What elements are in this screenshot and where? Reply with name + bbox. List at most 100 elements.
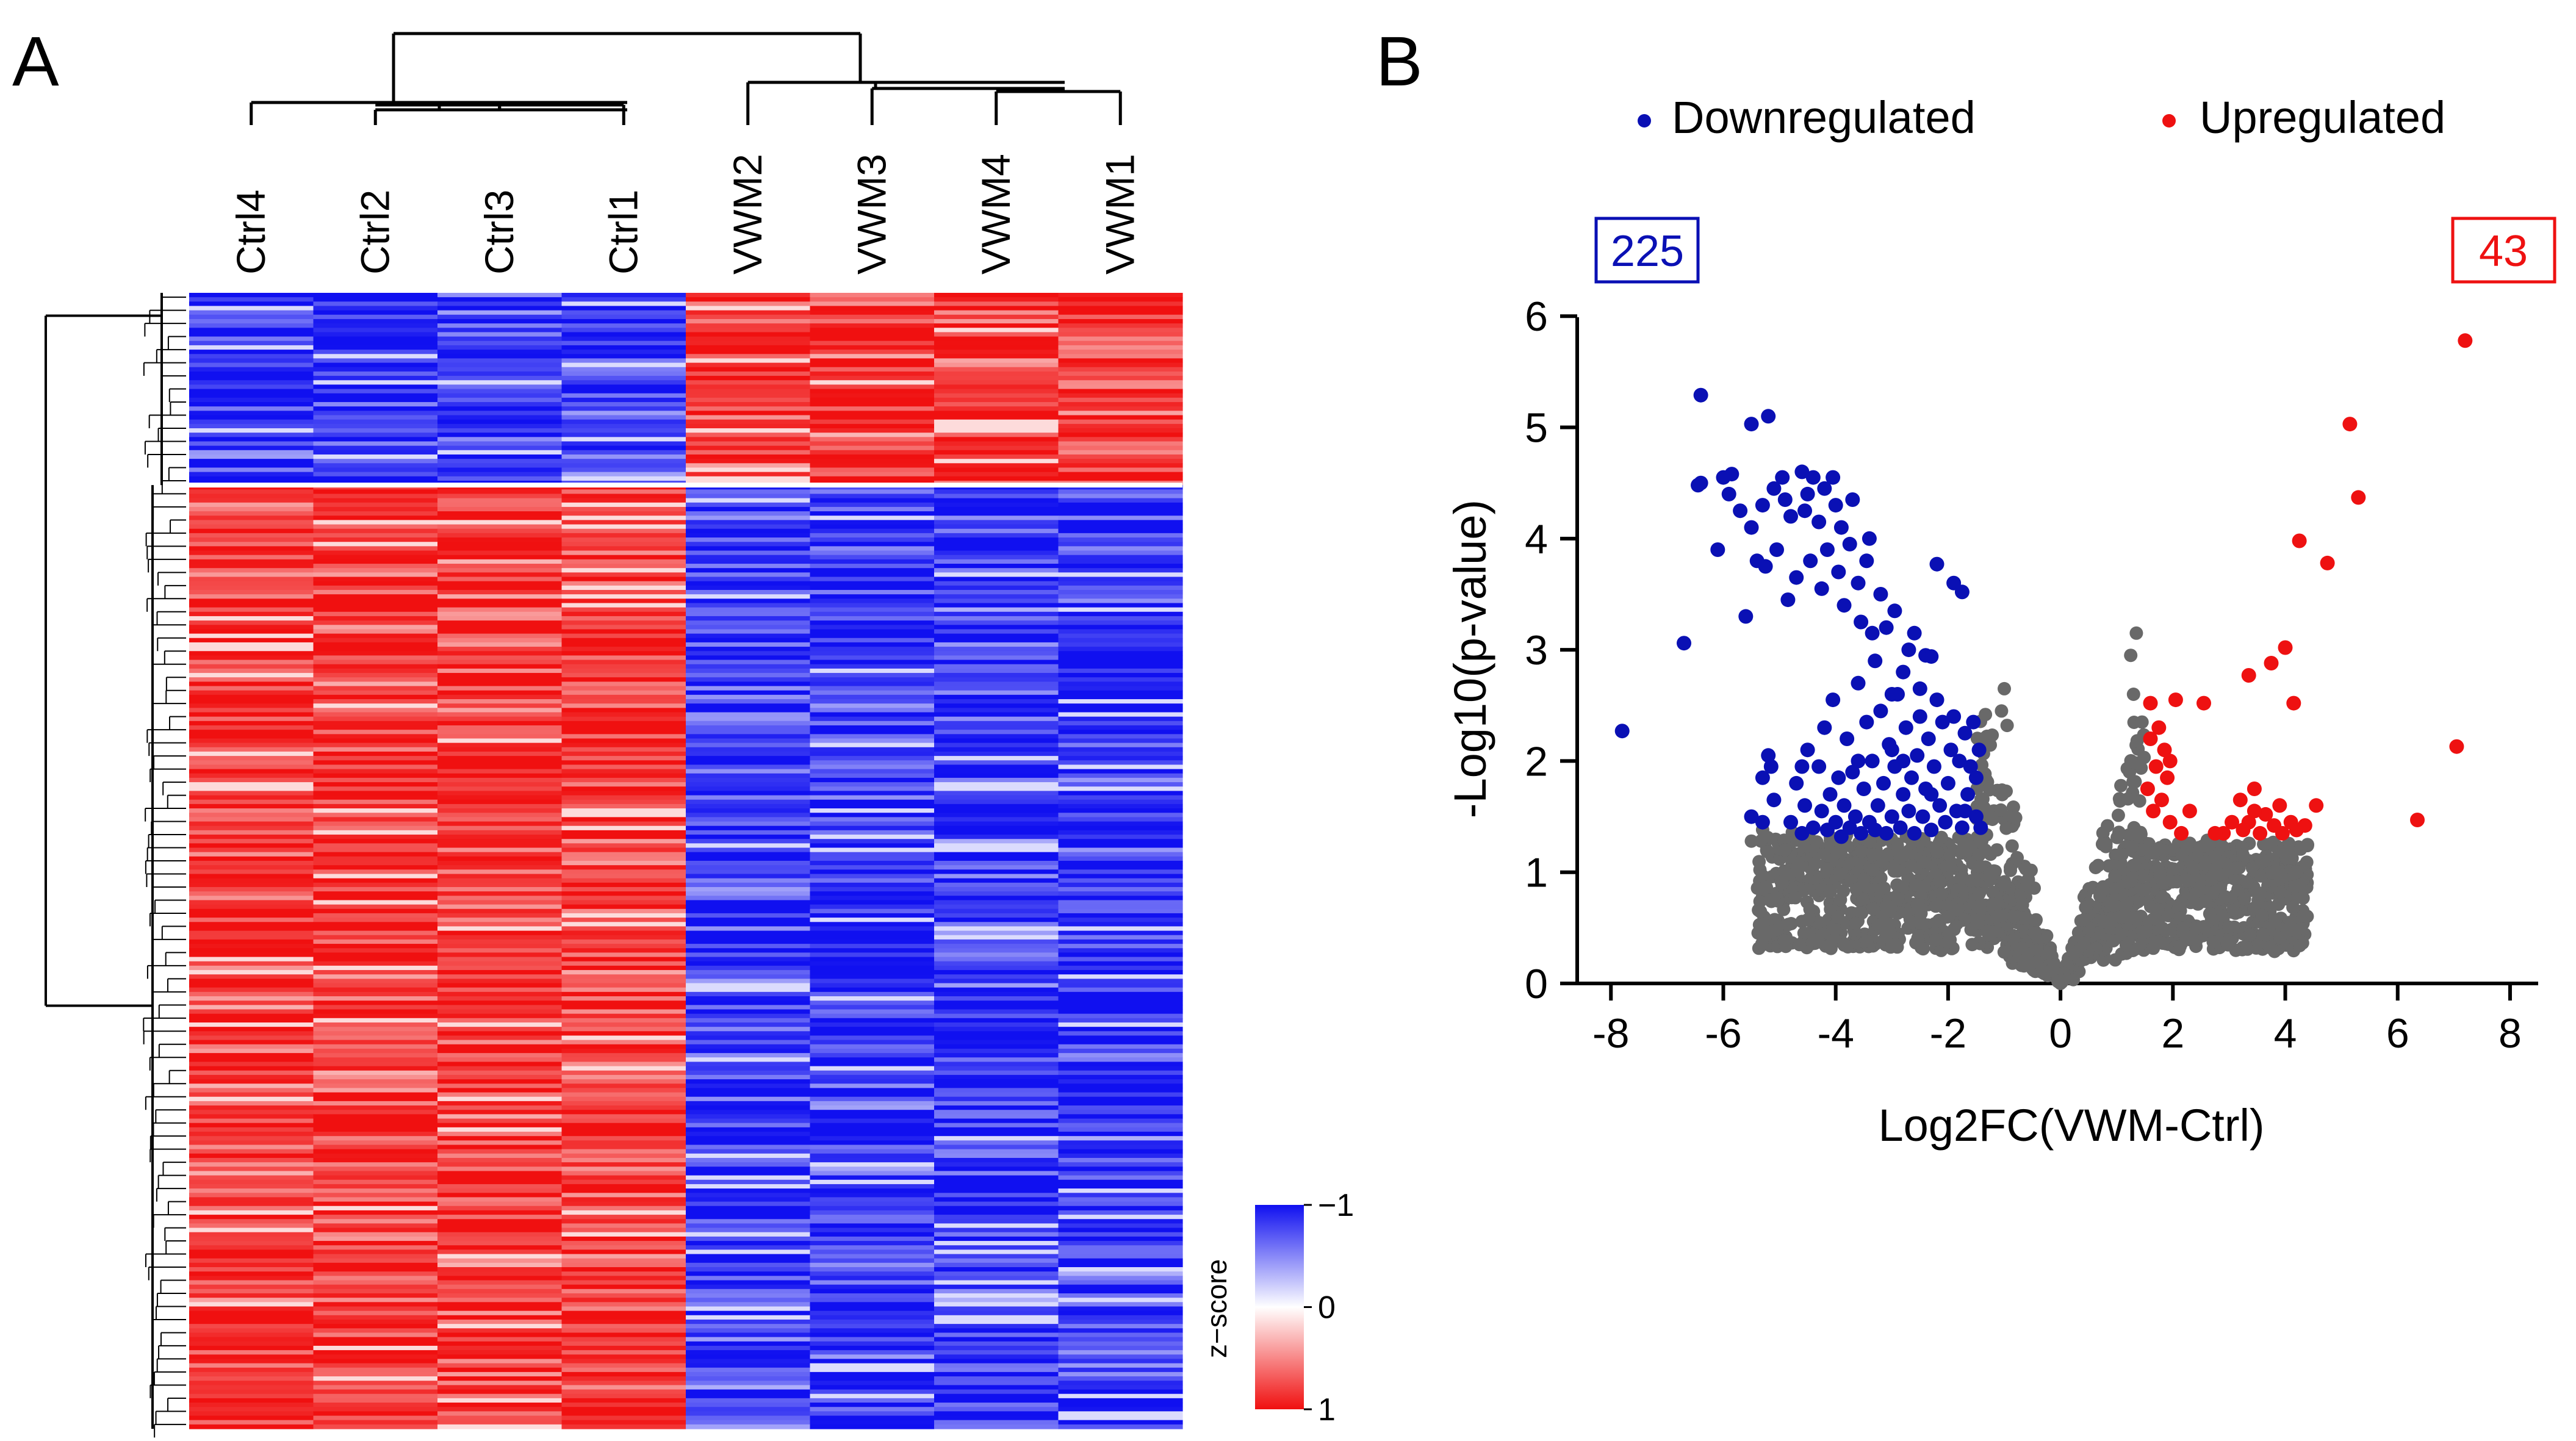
downregulated-point bbox=[1794, 825, 1810, 841]
downregulated-point bbox=[1805, 820, 1821, 835]
heatmap-cell bbox=[437, 1345, 563, 1351]
heatmap-cell bbox=[1058, 1354, 1183, 1360]
heatmap-cell bbox=[437, 668, 563, 674]
heatmap-cell bbox=[189, 825, 314, 831]
heatmap-cell bbox=[686, 965, 811, 971]
heatmap-cell bbox=[686, 1101, 811, 1106]
ns-point bbox=[1895, 881, 1909, 895]
ns-point bbox=[1983, 866, 1997, 880]
heatmap-cell bbox=[1058, 564, 1183, 569]
downregulated-point bbox=[1921, 731, 1936, 746]
heatmap-cell bbox=[189, 1193, 314, 1198]
heatmap-cell bbox=[561, 1276, 686, 1281]
heatmap-cell bbox=[561, 463, 686, 469]
heatmap-cell bbox=[686, 371, 811, 376]
heatmap-cell bbox=[686, 720, 811, 726]
ns-point bbox=[2293, 939, 2307, 952]
heatmap-cell bbox=[810, 1398, 935, 1403]
ns-point bbox=[1812, 916, 1826, 930]
heatmap-cell bbox=[561, 926, 686, 932]
heatmap-cell bbox=[189, 944, 314, 949]
heatmap-cell bbox=[561, 803, 686, 809]
heatmap-cell bbox=[934, 633, 1059, 639]
heatmap-cell bbox=[437, 891, 563, 896]
heatmap-cell bbox=[561, 433, 686, 437]
heatmap-cell bbox=[313, 528, 438, 534]
heatmap-cell bbox=[686, 1403, 811, 1407]
heatmap-cell bbox=[686, 668, 811, 674]
ns-point bbox=[2170, 875, 2184, 889]
heatmap-cell bbox=[934, 328, 1059, 333]
heatmap-cell bbox=[934, 843, 1059, 849]
heatmap-cell bbox=[1058, 354, 1183, 359]
heatmap-cell bbox=[934, 1371, 1059, 1377]
heatmap-cell bbox=[934, 1227, 1059, 1233]
heatmap-cell bbox=[313, 1262, 438, 1268]
heatmap-cell bbox=[810, 598, 935, 604]
heatmap-cell bbox=[810, 747, 935, 752]
heatmap-cell bbox=[313, 1284, 438, 1290]
heatmap-cell bbox=[189, 406, 314, 411]
downregulated-point bbox=[1803, 553, 1818, 569]
heatmap-cell bbox=[686, 659, 811, 665]
heatmap-cell bbox=[1058, 1315, 1183, 1320]
heatmap-cell bbox=[934, 1035, 1059, 1041]
heatmap-cell bbox=[1058, 542, 1183, 547]
heatmap-cell bbox=[1058, 918, 1183, 922]
heatmap-cell bbox=[437, 825, 563, 831]
heatmap-cell bbox=[934, 1005, 1059, 1010]
x-tick-label: 6 bbox=[2386, 1010, 2409, 1057]
heatmap-cell bbox=[934, 896, 1059, 901]
ns-point bbox=[2240, 875, 2254, 889]
heatmap-cell bbox=[437, 799, 563, 805]
heatmap-cell bbox=[934, 664, 1059, 669]
ns-point bbox=[2079, 900, 2093, 915]
ns-point bbox=[1880, 849, 1894, 862]
downregulated-point bbox=[1769, 542, 1784, 557]
heatmap-cell bbox=[313, 607, 438, 613]
heatmap-cell bbox=[437, 607, 563, 613]
heatmap-cell bbox=[437, 433, 563, 437]
heatmap-cell bbox=[1058, 1241, 1183, 1246]
ns-point bbox=[1929, 933, 1943, 947]
heatmap-cell bbox=[189, 847, 314, 853]
heatmap-cell bbox=[686, 1175, 811, 1180]
heatmap-body bbox=[189, 293, 1183, 1429]
heatmap-cell bbox=[934, 1048, 1059, 1054]
heatmap-cell bbox=[934, 463, 1059, 469]
heatmap-cell bbox=[934, 437, 1059, 442]
ns-point bbox=[1916, 855, 1930, 869]
heatmap-cell bbox=[437, 476, 563, 481]
heatmap-cell bbox=[437, 310, 563, 315]
heatmap-cell bbox=[437, 638, 563, 643]
heatmap-cell bbox=[313, 1236, 438, 1242]
heatmap-cell bbox=[810, 1310, 935, 1316]
ns-point bbox=[2110, 830, 2124, 844]
heatmap-cell bbox=[686, 799, 811, 805]
heatmap-cell bbox=[313, 1206, 438, 1211]
ns-point bbox=[2114, 778, 2128, 792]
heatmap-cell bbox=[1058, 472, 1183, 477]
heatmap-cell bbox=[561, 310, 686, 315]
heatmap-cell bbox=[189, 423, 314, 429]
heatmap-cell bbox=[437, 913, 563, 918]
heatmap-cell bbox=[810, 769, 935, 774]
heatmap-cell bbox=[437, 537, 563, 542]
heatmap-cell bbox=[437, 415, 563, 420]
heatmap-cell bbox=[189, 1013, 314, 1019]
downregulated-point bbox=[1761, 748, 1776, 763]
heatmap-cell bbox=[189, 306, 314, 311]
heatmap-cell bbox=[686, 345, 811, 350]
heatmap-cell bbox=[189, 1271, 314, 1276]
heatmap-cell bbox=[934, 817, 1059, 822]
heatmap-cell bbox=[437, 528, 563, 534]
heatmap-cell bbox=[437, 568, 563, 573]
heatmap-cell bbox=[189, 511, 314, 516]
heatmap-cell bbox=[1058, 463, 1183, 469]
heatmap-cell bbox=[1058, 459, 1183, 464]
heatmap-cell bbox=[561, 1105, 686, 1110]
heatmap-cell bbox=[313, 1083, 438, 1088]
heatmap-cell bbox=[1058, 1092, 1183, 1098]
heatmap-cell bbox=[189, 839, 314, 844]
heatmap-cell bbox=[810, 1110, 935, 1115]
